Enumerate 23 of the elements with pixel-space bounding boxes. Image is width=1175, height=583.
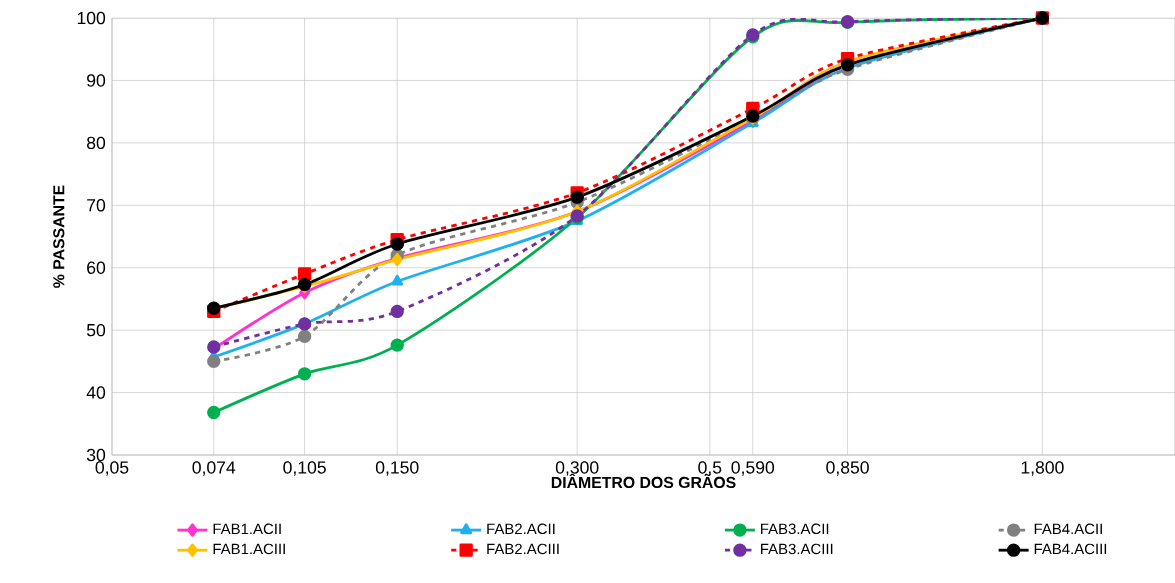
x-tick-label: 0,850: [826, 461, 869, 476]
y-tick-label: 30: [86, 448, 106, 462]
y-tick-label: 50: [86, 323, 106, 337]
y-tick-label: 80: [87, 136, 106, 150]
x-tick-label: 1,800: [1021, 461, 1064, 476]
x-tick-label: 0,074: [192, 461, 236, 476]
y-tick-label: 60: [87, 261, 106, 274]
y-tick-label: 40: [86, 386, 106, 399]
legend-label: FAB1.ACII: [213, 523, 281, 535]
legend-label: FAB4.ACII: [1034, 523, 1102, 535]
legend-label: FAB4.ACIII: [1034, 543, 1107, 555]
legend-label: FAB2.ACII: [487, 523, 555, 535]
legend-label: FAB3.ACIII: [761, 543, 833, 555]
legend-label: FAB3.ACII: [761, 523, 829, 535]
y-axis-title: % PASSANTE: [53, 185, 65, 288]
legend-label: FAB2.ACIII: [487, 543, 559, 555]
legend-label: FAB1.ACIII: [213, 543, 285, 555]
x-tick-label: 0,05: [95, 461, 129, 476]
y-tick-label: 100: [77, 11, 106, 25]
y-tick-label: 70: [87, 199, 106, 212]
x-tick-label: 0,150: [375, 461, 419, 476]
y-tick-label: 90: [87, 74, 106, 87]
x-tick-label: 0,105: [283, 461, 326, 476]
